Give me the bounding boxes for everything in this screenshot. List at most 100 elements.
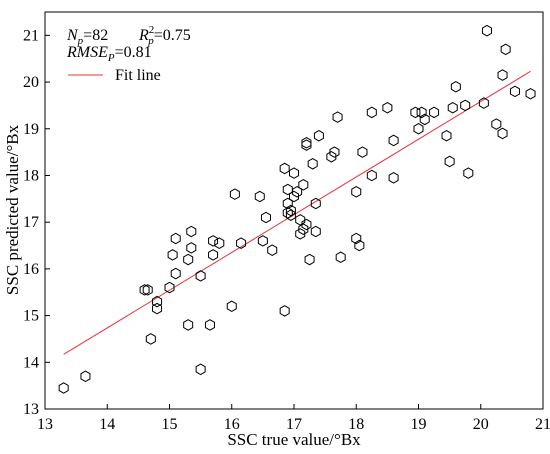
y-tick-label: 20 <box>23 74 39 91</box>
data-point <box>298 223 309 235</box>
data-point <box>186 242 197 254</box>
data-point <box>254 190 265 203</box>
data-point <box>279 305 290 317</box>
y-tick-label: 18 <box>23 167 39 184</box>
data-point <box>447 101 458 114</box>
data-point <box>229 188 240 200</box>
data-point <box>292 186 303 198</box>
data-point <box>295 214 306 226</box>
data-point <box>310 197 321 210</box>
x-tick-label: 18 <box>348 416 364 433</box>
y-axis-ticks: 13 14 15 16 17 18 19 20 21 <box>23 27 50 418</box>
x-tick-label: 14 <box>99 416 115 433</box>
y-tick-label: 21 <box>23 27 39 44</box>
data-point <box>260 211 271 224</box>
data-point <box>388 172 399 184</box>
y-tick-label: 13 <box>23 401 39 418</box>
data-point <box>307 158 318 170</box>
data-point <box>226 300 237 313</box>
stat-rmse-sub: P <box>107 52 115 64</box>
data-point <box>195 270 206 282</box>
data-point <box>497 127 508 140</box>
data-point <box>460 99 471 112</box>
data-point <box>139 284 150 296</box>
data-point <box>329 146 340 158</box>
data-point <box>326 151 337 163</box>
y-tick-label: 15 <box>23 308 39 325</box>
data-point <box>301 139 312 151</box>
data-point <box>195 363 206 376</box>
data-point <box>164 281 175 294</box>
data-point <box>142 284 153 296</box>
y-tick-label: 14 <box>23 354 39 371</box>
data-point <box>478 97 489 109</box>
x-tick-label: 17 <box>286 416 302 433</box>
stat-r2-sup: 2 <box>149 24 155 36</box>
data-point <box>441 129 452 142</box>
data-point <box>366 106 377 119</box>
data-point <box>170 232 181 245</box>
x-tick-label: 15 <box>162 416 178 433</box>
data-point <box>186 225 197 238</box>
data-point <box>295 228 306 240</box>
data-point <box>500 43 511 56</box>
stat-rmse-label: RMSE <box>66 44 108 61</box>
y-tick-label: 19 <box>23 121 39 138</box>
data-point <box>335 251 346 263</box>
x-axis-title: SSC true value/°Bx <box>227 430 361 449</box>
data-point <box>497 69 508 81</box>
data-point <box>450 80 461 93</box>
data-point <box>183 253 194 266</box>
data-point <box>289 167 299 179</box>
data-point <box>58 382 69 394</box>
data-point <box>285 204 296 217</box>
x-axis-ticks: 13 14 15 16 17 18 19 20 21 <box>37 404 550 433</box>
data-point <box>267 244 278 256</box>
data-point <box>419 113 430 126</box>
stat-rmse-value: =0.81 <box>115 44 152 61</box>
x-tick-label: 21 <box>535 416 550 433</box>
data-point <box>80 370 91 383</box>
data-points <box>58 24 536 394</box>
y-axis-title: SSC predicted value/°Bx <box>3 124 22 295</box>
data-point <box>525 87 536 100</box>
data-point <box>413 122 424 135</box>
data-point <box>304 253 315 266</box>
data-point <box>170 267 181 280</box>
data-point <box>410 106 421 119</box>
data-point <box>463 167 474 179</box>
data-point <box>204 319 215 331</box>
data-point <box>313 129 324 142</box>
data-point <box>444 155 455 168</box>
fit-line <box>63 70 531 355</box>
y-tick-label: 17 <box>23 214 39 231</box>
data-point <box>257 235 268 247</box>
data-point <box>279 162 290 175</box>
data-point <box>301 218 312 231</box>
y-tick-label: 16 <box>23 261 39 278</box>
stat-rmse: RMSEP=0.81 <box>66 44 152 64</box>
data-point <box>145 333 156 345</box>
stat-r2: R2 p=0.75 <box>138 24 191 47</box>
x-tick-label: 16 <box>224 416 240 433</box>
data-point <box>351 186 362 198</box>
data-point <box>354 239 365 252</box>
data-point <box>298 179 309 191</box>
data-point <box>152 302 163 315</box>
data-point <box>289 190 299 203</box>
stat-r2-label: R <box>138 27 149 44</box>
x-tick-label: 20 <box>473 416 489 433</box>
data-point <box>208 249 219 261</box>
stat-np-sub: p <box>77 35 84 47</box>
data-point <box>357 146 368 158</box>
data-point <box>366 169 377 182</box>
data-point <box>208 235 219 247</box>
data-point <box>509 85 520 98</box>
legend: Fit line <box>68 67 161 84</box>
data-point <box>310 225 321 238</box>
x-tick-label: 13 <box>37 416 53 433</box>
stat-r2-value: =0.75 <box>154 27 191 44</box>
x-tick-label: 19 <box>411 416 427 433</box>
stat-np-label: N <box>66 27 79 44</box>
